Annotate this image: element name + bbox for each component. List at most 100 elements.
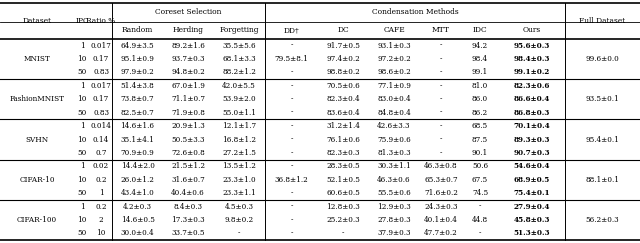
Text: 0.17: 0.17 [93,55,109,63]
Text: 77.1±0.9: 77.1±0.9 [377,82,411,90]
Text: CAFE: CAFE [383,26,405,35]
Text: 44.8: 44.8 [472,216,488,224]
Text: 86.8±0.3: 86.8±0.3 [513,109,550,117]
Text: 45.8±0.3: 45.8±0.3 [513,216,550,224]
Text: 67.0±1.9: 67.0±1.9 [171,82,205,90]
Text: Ours: Ours [522,26,541,35]
Text: 95.6±0.3: 95.6±0.3 [513,42,550,50]
Text: 14.6±1.6: 14.6±1.6 [120,122,154,130]
Text: 13.5±1.2: 13.5±1.2 [222,162,256,170]
Text: 84.8±0.4: 84.8±0.4 [377,109,411,117]
Text: 70.1±0.4: 70.1±0.4 [513,122,550,130]
Text: 52.1±0.5: 52.1±0.5 [326,176,360,184]
Text: 35.5±5.6: 35.5±5.6 [222,42,256,50]
Text: MTT: MTT [432,26,450,35]
Text: 1: 1 [79,42,84,50]
Text: 70.5±0.6: 70.5±0.6 [326,82,360,90]
Text: -: - [440,95,442,103]
Text: FashionMNIST: FashionMNIST [10,95,65,103]
Text: 0.014: 0.014 [91,122,111,130]
Text: 1: 1 [79,122,84,130]
Text: 83.6±0.4: 83.6±0.4 [326,109,360,117]
Text: 87.5: 87.5 [472,136,488,144]
Text: 10: 10 [77,95,86,103]
Text: 97.2±0.2: 97.2±0.2 [377,55,411,63]
Text: 28.3±0.5: 28.3±0.5 [326,162,360,170]
Text: -: - [342,229,344,237]
Text: Ratio %: Ratio % [86,17,116,25]
Text: 83.0±0.4: 83.0±0.4 [377,95,411,103]
Text: 95.4±0.1: 95.4±0.1 [586,136,620,144]
Text: 1: 1 [79,162,84,170]
Text: -: - [440,42,442,50]
Text: -: - [291,42,292,50]
Text: -: - [291,162,292,170]
Text: 81.3±0.3: 81.3±0.3 [377,149,411,157]
Text: 86.0: 86.0 [472,95,488,103]
Text: -: - [291,149,292,157]
Text: -: - [440,122,442,130]
Text: 33.7±0.5: 33.7±0.5 [172,229,205,237]
Text: 76.1±0.6: 76.1±0.6 [326,136,360,144]
Text: CIFAR-100: CIFAR-100 [17,216,57,224]
Text: Coreset Selection: Coreset Selection [156,9,221,17]
Text: 86.2: 86.2 [472,109,488,117]
Text: 71.9±0.8: 71.9±0.8 [171,109,205,117]
Text: 86.6±0.4: 86.6±0.4 [513,95,550,103]
Text: 12.8±0.3: 12.8±0.3 [326,202,360,210]
Text: -: - [440,69,442,77]
Text: 14.4±2.0: 14.4±2.0 [120,162,154,170]
Text: 72.6±0.8: 72.6±0.8 [171,149,205,157]
Text: -: - [291,82,292,90]
Text: 47.7±0.2: 47.7±0.2 [424,229,458,237]
Text: Full Dataset: Full Dataset [579,17,625,25]
Text: 50.6: 50.6 [472,162,488,170]
Text: 98.8±0.2: 98.8±0.2 [326,69,360,77]
Text: 99.1±0.2: 99.1±0.2 [513,69,550,77]
Text: 23.3±1.0: 23.3±1.0 [222,176,256,184]
Text: -: - [291,109,292,117]
Text: 43.4±1.0: 43.4±1.0 [120,189,154,197]
Text: 25.2±0.3: 25.2±0.3 [326,216,360,224]
Text: 14.6±0.5: 14.6±0.5 [120,216,154,224]
Text: Random: Random [122,26,153,35]
Text: 54.6±0.4: 54.6±0.4 [513,162,550,170]
Text: -: - [479,202,481,210]
Text: 17.3±0.3: 17.3±0.3 [171,216,205,224]
Text: 74.5: 74.5 [472,189,488,197]
Text: 0.02: 0.02 [93,162,109,170]
Text: 36.8±1.2: 36.8±1.2 [275,176,308,184]
Text: 26.0±1.2: 26.0±1.2 [120,176,154,184]
Text: 97.9±0.2: 97.9±0.2 [120,69,154,77]
Text: 50: 50 [77,109,86,117]
Text: 79.5±8.1: 79.5±8.1 [275,55,308,63]
Text: 0.83: 0.83 [93,109,109,117]
Text: 93.5±0.1: 93.5±0.1 [586,95,620,103]
Text: Dataset: Dataset [22,17,51,25]
Text: 0.17: 0.17 [93,95,109,103]
Text: 8.4±0.3: 8.4±0.3 [173,202,202,210]
Text: 82.3±0.6: 82.3±0.6 [513,82,550,90]
Text: 37.9±0.3: 37.9±0.3 [377,229,411,237]
Text: IDC: IDC [473,26,487,35]
Text: -: - [479,229,481,237]
Text: DC: DC [337,26,349,35]
Text: 70.9±0.9: 70.9±0.9 [120,149,154,157]
Text: 90.7±0.3: 90.7±0.3 [513,149,550,157]
Text: 55.5±0.6: 55.5±0.6 [377,189,411,197]
Text: 50: 50 [77,229,86,237]
Text: 46.3±0.6: 46.3±0.6 [377,176,411,184]
Text: -: - [291,136,292,144]
Text: 71.1±0.7: 71.1±0.7 [171,95,205,103]
Text: 50: 50 [77,189,86,197]
Text: -: - [291,229,292,237]
Text: 91.7±0.5: 91.7±0.5 [326,42,360,50]
Text: 81.0: 81.0 [472,82,488,90]
Text: 95.1±0.9: 95.1±0.9 [120,55,154,63]
Text: 55.0±1.1: 55.0±1.1 [222,109,256,117]
Text: 40.4±0.6: 40.4±0.6 [171,189,205,197]
Text: 68.9±0.5: 68.9±0.5 [513,176,550,184]
Text: 98.4: 98.4 [472,55,488,63]
Text: -: - [237,229,240,237]
Text: Herding: Herding [173,26,204,35]
